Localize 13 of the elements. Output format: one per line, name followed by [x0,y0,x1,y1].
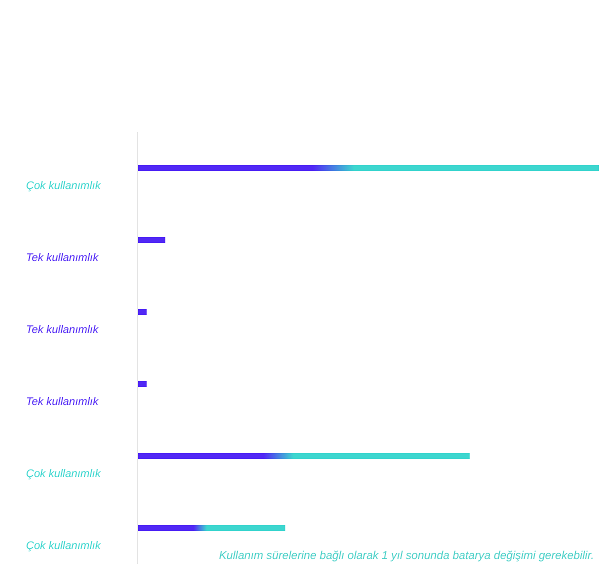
bar [138,453,470,459]
y-tick-label: Tek kullanımlık [26,252,99,264]
bar [138,165,599,171]
bar [138,309,147,315]
annotation: Kullanım sürelerine bağlı olarak 1 yıl sonunda batarya değişimi gerekebilir. [218,550,594,562]
y-tick-label: Çok kullanımlık [26,540,102,552]
y-tick-label: Çok kullanımlık [26,468,102,480]
bar [138,381,147,387]
y-tick-label: Tek kullanımlık [26,396,99,408]
y-tick-label: Çok kullanımlık [26,180,102,192]
bar [138,525,286,531]
bar [138,237,166,243]
y-tick-label: Tek kullanımlık [26,324,99,336]
